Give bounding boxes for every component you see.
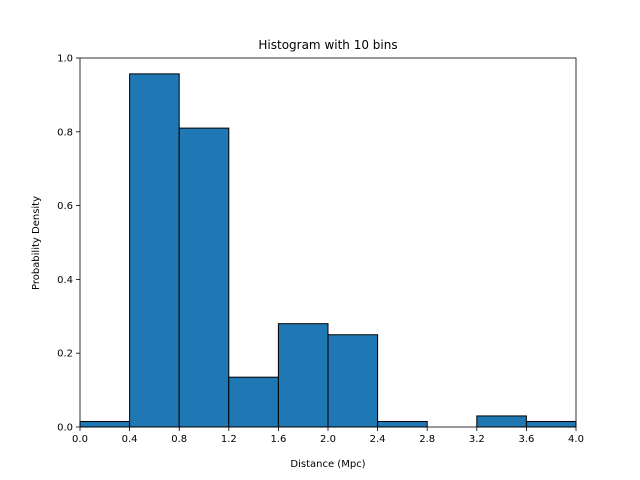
histogram-bar	[129, 73, 180, 428]
x-tick-label: 2.4	[370, 434, 386, 445]
histogram-bar	[525, 420, 577, 428]
histogram-bar	[79, 420, 131, 428]
histogram-bar	[277, 323, 329, 428]
x-tick-label: 1.2	[221, 434, 237, 445]
x-tick-label: 0.8	[171, 434, 187, 445]
y-tick-label: 0.0	[57, 423, 73, 434]
histogram-bar	[377, 420, 428, 428]
x-tick-label: 2.0	[320, 434, 336, 445]
x-tick-label: 0.4	[122, 434, 138, 445]
x-tick-label: 1.6	[270, 434, 286, 445]
plot-frame	[79, 57, 577, 428]
x-tick-label: 3.6	[518, 434, 534, 445]
x-tick-label: 3.2	[469, 434, 485, 445]
histogram-bar	[476, 415, 527, 428]
y-tick-label: 0.6	[57, 201, 73, 212]
y-tick-label: 0.4	[57, 275, 73, 286]
x-tick-label: 2.8	[419, 434, 435, 445]
chart-title: Histogram with 10 bins	[258, 38, 397, 52]
histogram-bar	[178, 127, 230, 428]
y-tick-label: 0.2	[57, 349, 73, 360]
histogram-bar	[327, 334, 379, 428]
y-tick-label: 0.8	[57, 127, 73, 138]
histogram-bar	[228, 376, 279, 428]
x-axis-label: Distance (Mpc)	[290, 459, 365, 470]
bars-group	[79, 73, 577, 428]
y-axis-label: Probability Density	[31, 196, 42, 290]
y-axis-ticks: 0.0 0.2 0.4 0.6 0.8 1.0	[57, 54, 80, 434]
x-tick-label: 0.0	[72, 434, 88, 445]
x-tick-label: 4.0	[568, 434, 584, 445]
x-axis-ticks: 0.0 0.4 0.8 1.2 1.6 2.0 2.4 2.8 3.2 3.6 4.0	[72, 427, 584, 445]
y-tick-label: 1.0	[57, 54, 73, 65]
